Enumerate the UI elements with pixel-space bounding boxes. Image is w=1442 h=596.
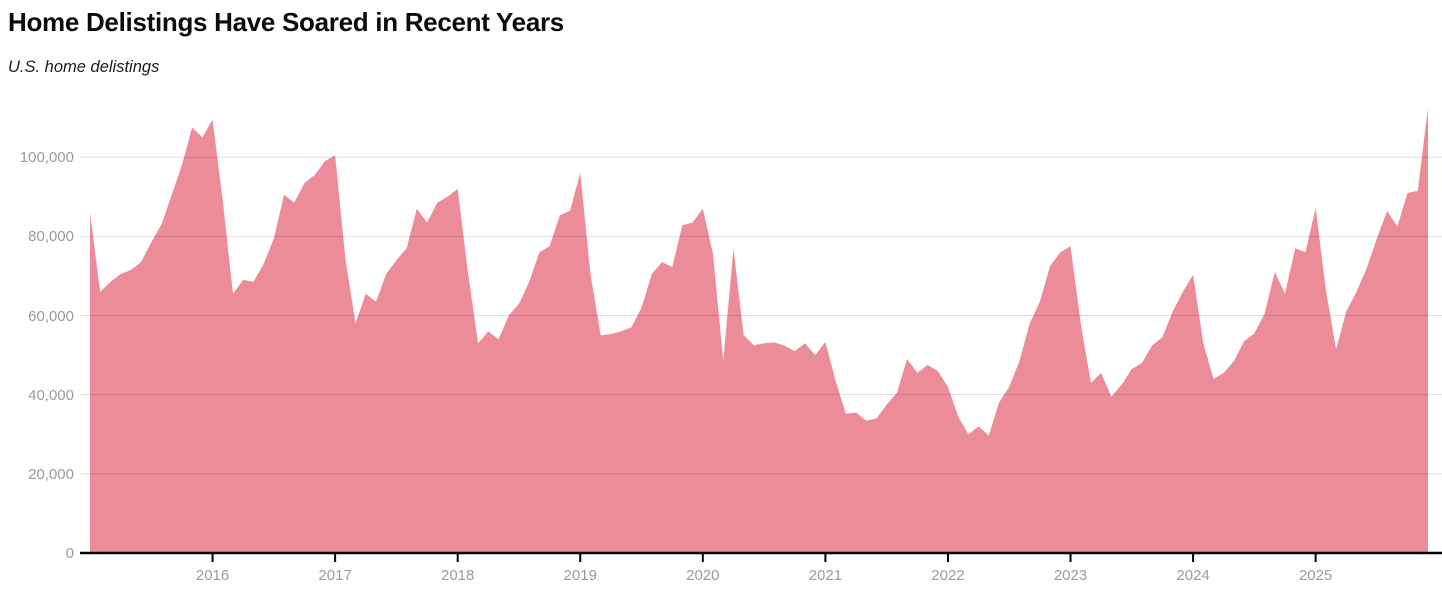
x-axis-label-2020: 2020	[686, 567, 720, 584]
x-axis-label-2018: 2018	[441, 567, 475, 584]
y-axis-label-80000: 80,000	[28, 228, 74, 246]
delistings-area-series	[90, 107, 1428, 553]
x-axis-label-2022: 2022	[931, 567, 965, 584]
x-axis-label-2016: 2016	[195, 567, 230, 584]
x-axis-label-2023: 2023	[1053, 567, 1088, 584]
y-axis-label-40000: 40,000	[28, 386, 74, 404]
y-axis-label-60000: 60,000	[28, 307, 74, 325]
chart-subtitle: U.S. home delistings	[8, 58, 160, 76]
y-axis-label-0: 0	[65, 545, 74, 562]
y-axis-label-100000: 100,000	[19, 149, 74, 167]
chart-title: Home Delistings Have Soared in Recent Ye…	[8, 7, 564, 37]
y-axis-label-20000: 20,000	[28, 465, 74, 483]
x-axis-label-2024: 2024	[1176, 567, 1210, 584]
x-axis-label-2019: 2019	[563, 567, 597, 584]
x-axis-label-2017: 2017	[318, 567, 352, 584]
x-axis-label-2025: 2025	[1298, 567, 1333, 584]
x-axis-label-2021: 2021	[808, 567, 843, 584]
